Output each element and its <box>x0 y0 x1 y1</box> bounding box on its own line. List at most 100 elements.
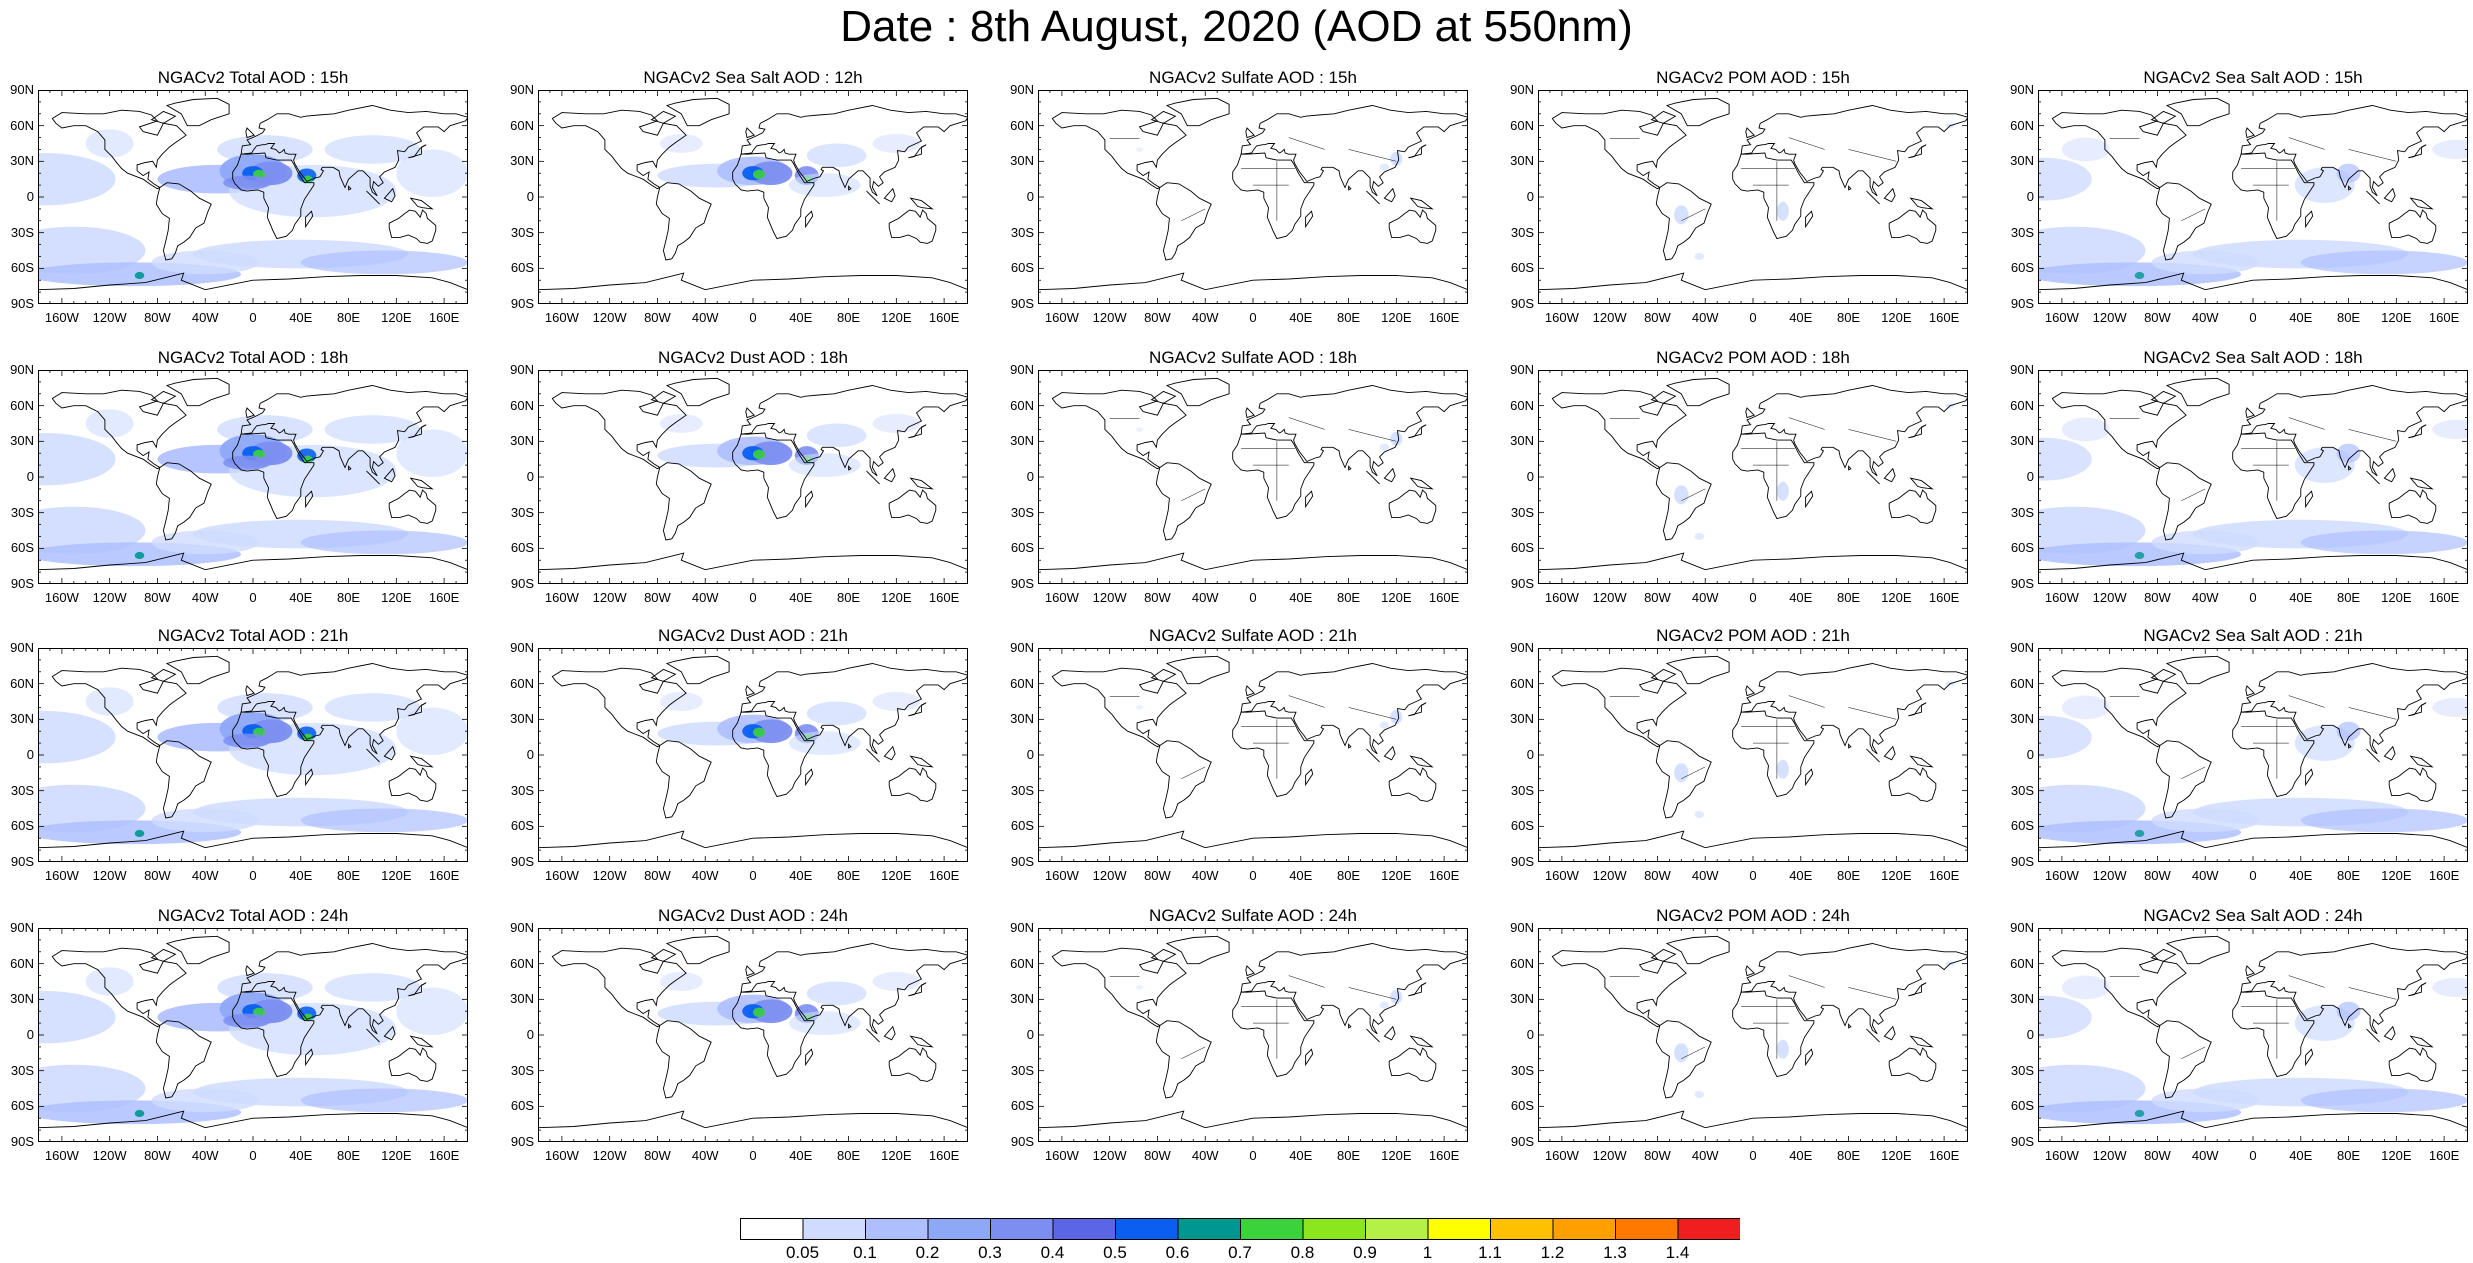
country-border <box>1348 707 1397 720</box>
lon-tick-label: 40E <box>1789 310 1813 325</box>
coastline <box>1240 943 1468 1035</box>
aod-field <box>38 784 146 833</box>
coastline <box>1665 377 1730 407</box>
lon-tick-label: 0 <box>2249 868 2257 883</box>
coastline <box>2409 1035 2434 1048</box>
coastline <box>366 1028 380 1043</box>
coastline <box>2232 152 2315 240</box>
lon-tick-label: 160E <box>2428 868 2460 883</box>
coastline <box>1888 489 1937 524</box>
coastline <box>1155 182 1212 261</box>
lon-tick-label: 120W <box>1092 1148 1127 1163</box>
map-panel-total-r2: NGACv2 Total AOD : 18h 90N 60N 30N 0 30S 60S 90… <box>0 348 468 605</box>
lat-tick-label: 60S <box>510 818 534 834</box>
lat-tick-label: 30S <box>510 224 534 240</box>
coastline <box>1240 105 1468 197</box>
lat-tick-label: 90S <box>510 296 534 311</box>
coastline <box>745 407 756 419</box>
coastline <box>2240 385 2468 477</box>
country-border <box>1181 1046 1206 1060</box>
country-border <box>1348 429 1397 442</box>
colorbar-label: 0.1 <box>853 1243 877 1262</box>
lat-tick-label: 90N <box>10 920 34 935</box>
coastline <box>1051 109 1187 190</box>
lat-tick-label: 90S <box>10 576 34 591</box>
lat-tick-label: 30N <box>2010 991 2034 1007</box>
coastline <box>1805 768 1814 787</box>
lon-tick-label: 40W <box>2191 868 2219 883</box>
lon-tick-label: 120E <box>1381 868 1412 883</box>
lat-tick-label: 60N <box>1510 675 1534 691</box>
lon-tick-label: 80W <box>644 590 671 605</box>
map-panel-sulfate-r1: NGACv2 Sulfate AOD : 15h 90N 60N 30N 0 30S 60S… <box>1000 68 1468 325</box>
coastline <box>1165 97 1230 127</box>
aod-field <box>659 691 703 712</box>
coastline <box>1305 1048 1314 1067</box>
lon-tick-label: 40E <box>289 310 313 325</box>
coastline <box>1655 1020 1712 1099</box>
coastline <box>805 210 814 229</box>
coastline <box>2232 432 2315 520</box>
lon-tick-label: 0 <box>249 868 257 883</box>
map-frame <box>1538 928 1968 1142</box>
lat-tick-label: 30S <box>1510 504 1534 520</box>
panel-title: NGACv2 Total AOD : 21h <box>157 626 349 645</box>
coastline <box>1866 748 1880 763</box>
coastline <box>551 389 687 470</box>
coastline <box>245 965 256 977</box>
lat-tick-label: 60S <box>2010 818 2034 834</box>
lon-tick-label: 120E <box>1881 868 1912 883</box>
lon-tick-label: 80E <box>1836 1148 1861 1163</box>
aod-field <box>134 271 145 280</box>
axis-ticks <box>2038 370 2468 584</box>
aod-field <box>1694 810 1705 819</box>
coastline <box>366 470 380 485</box>
lon-tick-label: 160E <box>428 310 460 325</box>
coastline <box>1150 948 1177 962</box>
lon-tick-label: 40E <box>789 310 813 325</box>
aod-field <box>2038 1064 2146 1113</box>
coastline <box>388 209 437 244</box>
aod-field <box>2038 437 2092 481</box>
coastline <box>2409 197 2434 210</box>
coastline <box>1551 109 1687 190</box>
aod-field <box>303 175 313 183</box>
coastline <box>2409 477 2434 490</box>
lat-tick-label: 90N <box>10 362 34 377</box>
lon-tick-label: 0 <box>2249 590 2257 605</box>
lon-tick-label: 80W <box>1644 590 1671 605</box>
map-panel-seasalt-r1: NGACv2 Sea Salt AOD : 15h 90N 60N 30N 0 30S 60… <box>2000 68 2468 325</box>
coastline <box>388 489 437 524</box>
world-map <box>1038 370 1468 584</box>
coastline <box>232 432 315 520</box>
lon-tick-label: 0 <box>749 1148 757 1163</box>
aod-field <box>2300 808 2468 833</box>
lon-tick-label: 160E <box>428 868 460 883</box>
lat-tick-label: 60N <box>1010 117 1034 133</box>
panel-title: NGACv2 POM AOD : 24h <box>1656 906 1850 925</box>
axis-ticks <box>1038 370 1468 584</box>
coastline <box>305 210 314 229</box>
aod-field <box>872 133 921 154</box>
panel-title: NGACv2 Sulfate AOD : 24h <box>1149 906 1357 925</box>
world-map <box>38 90 468 304</box>
coastline <box>2051 109 2187 190</box>
lat-tick-label: 90N <box>1510 362 1534 377</box>
lon-tick-label: 120E <box>1381 310 1412 325</box>
country-border <box>2288 975 2325 988</box>
main-title: Date : 8th August, 2020 (AOD at 550nm) <box>840 2 1633 51</box>
coastline <box>1551 947 1687 1028</box>
country-border <box>1681 488 1706 502</box>
lat-tick-label: 0 <box>1526 189 1534 204</box>
lon-tick-label: 80E <box>336 1148 361 1163</box>
axis-ticks <box>1538 90 1968 304</box>
coastline <box>2155 1020 2212 1099</box>
lon-tick-label: 160W <box>544 310 579 325</box>
lon-tick-label: 80W <box>1144 868 1171 883</box>
lon-tick-label: 40W <box>691 868 719 883</box>
map-frame <box>538 648 968 862</box>
coastline <box>1650 390 1677 404</box>
coastline <box>383 745 396 761</box>
coastline <box>1038 552 1468 584</box>
coastline <box>665 655 730 685</box>
